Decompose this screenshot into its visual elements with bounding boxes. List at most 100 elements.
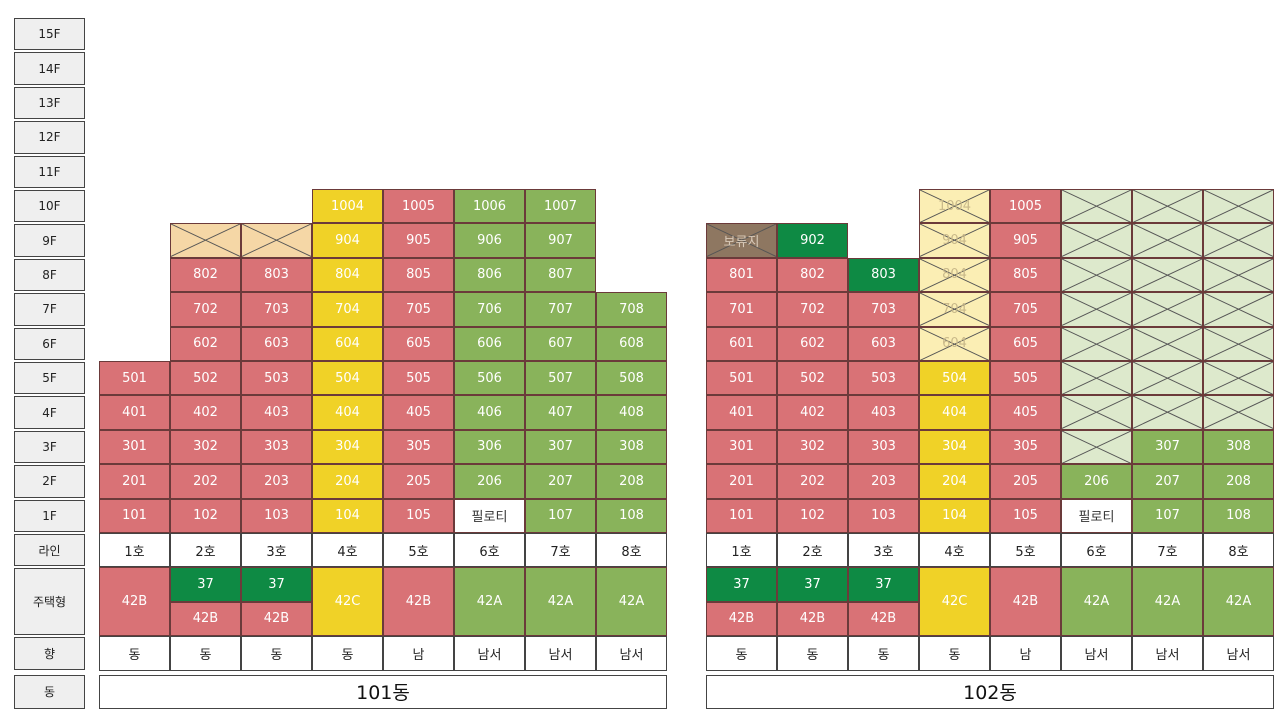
unit-number: 402 — [193, 405, 218, 421]
unit-number: 408 — [619, 405, 644, 421]
unit-cell: 202 — [777, 464, 848, 499]
unit-number: 605 — [406, 336, 431, 352]
unit-cell — [1061, 189, 1132, 224]
unit-cell: 307 — [525, 429, 596, 465]
unit-cell: 704 — [919, 292, 990, 327]
cross-out-mark — [707, 224, 776, 257]
unit-cell: 804 — [919, 257, 990, 293]
unit-cell: 704 — [312, 292, 383, 327]
floor-label: 15F — [14, 18, 85, 51]
unit-cell — [1132, 395, 1203, 430]
type-row-label: 주택형 — [14, 568, 85, 636]
unit-cell: 403 — [241, 395, 312, 430]
direction-label: 남서 — [596, 636, 667, 671]
unit-number: 207 — [1155, 473, 1180, 489]
cross-out-mark — [1062, 362, 1131, 395]
unit-cell: 1004 — [312, 189, 383, 224]
direction-label: 동 — [919, 636, 990, 671]
housing-type: 42B — [170, 601, 241, 637]
unit-cell — [1203, 361, 1274, 396]
direction-label: 남서 — [1203, 636, 1274, 671]
unit-number: 904 — [942, 233, 967, 249]
unit-cell: 907 — [525, 223, 596, 258]
unit-cell — [1061, 292, 1132, 327]
unit-cell: 408 — [596, 395, 667, 430]
housing-type: 42A — [1061, 567, 1132, 637]
unit-number: 502 — [800, 370, 825, 386]
unit-number: 501 — [729, 370, 754, 386]
cross-out-mark — [1062, 224, 1131, 257]
unit-number: 702 — [193, 301, 218, 317]
direction-label: 동 — [312, 636, 383, 671]
unit-cell — [1203, 257, 1274, 293]
line-number: 5호 — [990, 533, 1061, 568]
unit-number: 805 — [1013, 267, 1038, 283]
direction-label: 동 — [777, 636, 848, 671]
unit-number: 207 — [548, 473, 573, 489]
unit-number: 401 — [122, 405, 147, 421]
direction-label: 남 — [990, 636, 1061, 671]
floor-label: 9F — [14, 224, 85, 257]
housing-type: 42A — [525, 567, 596, 637]
unit-cell: 303 — [241, 429, 312, 465]
unit-cell: 402 — [777, 395, 848, 430]
direction-label: 동 — [241, 636, 312, 671]
unit-number: 707 — [548, 301, 573, 317]
unit-cell: 806 — [454, 257, 525, 293]
unit-number: 502 — [193, 370, 218, 386]
line-number: 7호 — [1132, 533, 1203, 568]
unit-number: 503 — [264, 370, 289, 386]
floor-label: 3F — [14, 430, 85, 464]
cross-out-mark — [1204, 362, 1273, 395]
unit-cell: 905 — [383, 223, 454, 258]
cross-out-mark — [1133, 224, 1202, 257]
direction-row-label: 향 — [14, 637, 85, 670]
unit-cell: 1004 — [919, 189, 990, 224]
unit-number: 702 — [800, 301, 825, 317]
direction-label: 동 — [706, 636, 777, 671]
cross-out-mark — [242, 224, 311, 257]
unit-number: 804 — [335, 267, 360, 283]
unit-cell: 703 — [848, 292, 919, 327]
unit-cell — [1061, 326, 1132, 361]
line-number: 1호 — [706, 533, 777, 568]
cross-out-mark — [1133, 293, 1202, 326]
housing-type: 42B — [383, 567, 454, 637]
unit-cell: 707 — [525, 292, 596, 327]
unit-number: 703 — [264, 301, 289, 317]
unit-number: 605 — [1013, 336, 1038, 352]
housing-type: 37 — [170, 567, 241, 602]
unit-number: 1005 — [401, 198, 436, 214]
unit-number: 203 — [871, 473, 896, 489]
unit-number: 905 — [1013, 233, 1038, 249]
unit-number: 104 — [942, 508, 967, 524]
floor-label: 8F — [14, 258, 85, 292]
unit-cell: 208 — [596, 464, 667, 499]
housing-type: 42A — [454, 567, 525, 637]
cross-out-mark — [920, 258, 989, 292]
unit-cell: 805 — [383, 257, 454, 293]
unit-number: 401 — [729, 405, 754, 421]
unit-cell: 101 — [706, 498, 777, 533]
unit-number: 606 — [477, 336, 502, 352]
unit-cell — [241, 223, 312, 258]
cross-out-mark — [1133, 190, 1202, 223]
unit-cell: 601 — [706, 326, 777, 361]
unit-cell — [1203, 189, 1274, 224]
unit-cell — [1132, 223, 1203, 258]
line-number: 1호 — [99, 533, 170, 568]
line-number: 8호 — [596, 533, 667, 568]
cross-out-mark — [920, 224, 989, 257]
unit-number: 105 — [406, 508, 431, 524]
unit-number: 607 — [548, 336, 573, 352]
cross-out-mark — [920, 327, 989, 360]
unit-cell: 101 — [99, 498, 170, 533]
unit-cell: 304 — [919, 429, 990, 465]
cross-out-mark — [1062, 327, 1131, 360]
unit-cell: 1007 — [525, 189, 596, 224]
cross-out-mark — [1204, 327, 1273, 360]
building-name: 102동 — [706, 674, 1274, 709]
unit-cell: 705 — [383, 292, 454, 327]
unit-number: 필로티 — [471, 510, 508, 526]
unit-number: 205 — [1013, 473, 1038, 489]
